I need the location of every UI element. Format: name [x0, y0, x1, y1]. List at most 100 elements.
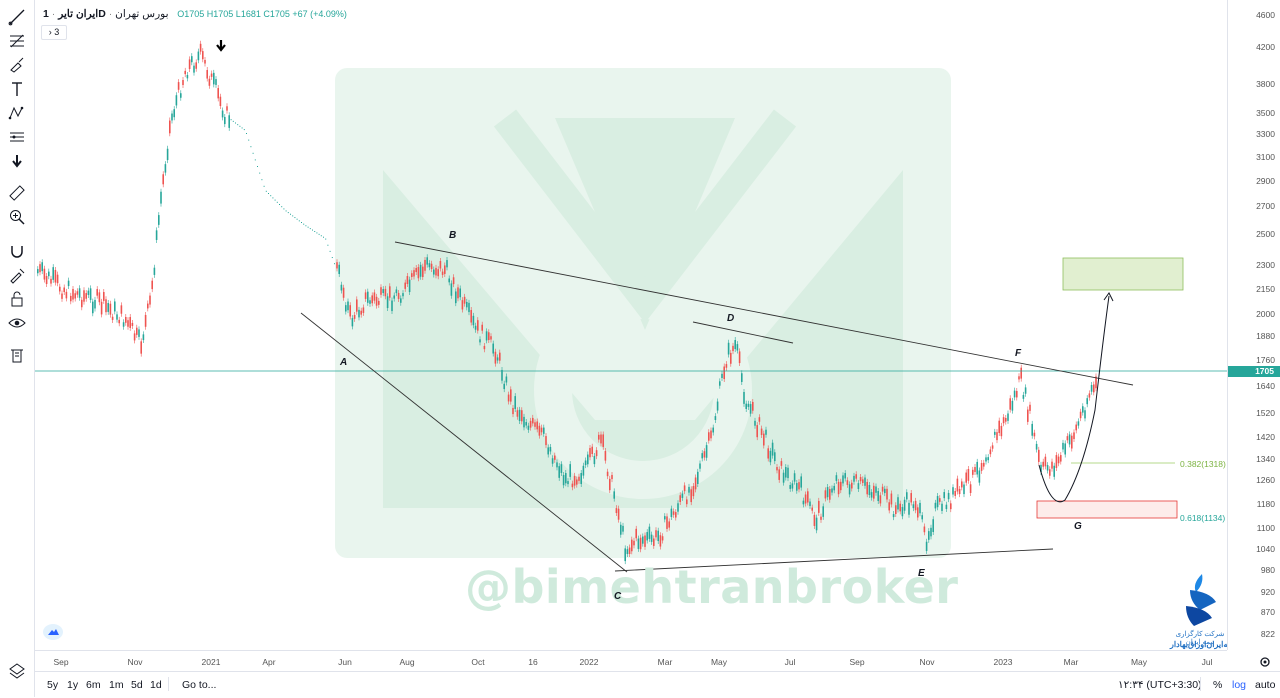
candle — [611, 474, 613, 480]
indicators-toggle[interactable]: › 3 — [41, 25, 67, 40]
trendline-d[interactable] — [692, 321, 794, 344]
candle — [45, 276, 48, 285]
range-1m-button[interactable]: 1m — [109, 679, 124, 691]
candle — [208, 78, 211, 86]
candle — [769, 450, 772, 463]
arrow-down-icon[interactable] — [5, 150, 29, 172]
settings-gear-icon[interactable] — [1258, 655, 1272, 669]
candle — [747, 403, 750, 407]
time-tick-label: Oct — [471, 657, 485, 667]
log-toggle[interactable]: log — [1232, 679, 1247, 691]
exchange-label: بورس تهران — [115, 8, 169, 20]
interval-label[interactable]: 1D — [43, 8, 106, 20]
candle — [510, 389, 512, 402]
candle — [677, 503, 679, 512]
trendline-a-c[interactable] — [300, 312, 628, 573]
candle — [532, 417, 534, 424]
layers-icon[interactable] — [5, 660, 29, 682]
candle — [408, 279, 411, 293]
candle — [479, 339, 481, 343]
candle — [947, 492, 950, 500]
candle — [474, 325, 477, 330]
candle — [787, 467, 789, 479]
candle — [551, 458, 554, 464]
candle — [411, 273, 413, 278]
candle — [228, 115, 230, 128]
trash-icon[interactable] — [5, 344, 29, 366]
symbol-name[interactable]: ایران تایر — [58, 8, 99, 20]
percent-toggle[interactable]: % — [1213, 679, 1223, 691]
candle — [360, 310, 362, 315]
trendline-b-f[interactable] — [394, 241, 1134, 386]
candle — [1007, 413, 1009, 421]
price-tick-label: 3800 — [1256, 79, 1275, 89]
candle — [67, 280, 70, 287]
clock-label[interactable]: ۱۲:۳۴ (UTC+3:30) — [1118, 679, 1202, 691]
fib-tool-icon[interactable] — [5, 30, 29, 52]
range-1d-button[interactable]: 1d — [150, 679, 162, 691]
price-chart[interactable] — [35, 0, 1227, 650]
candle — [204, 59, 206, 64]
candle — [109, 303, 112, 315]
ruler-icon[interactable] — [5, 182, 29, 204]
time-axis[interactable]: Sep Nov 2021 Apr Jun Aug Oct 16 2022 Mar May Jul Sep… — [35, 650, 1227, 671]
pattern-icon[interactable] — [5, 102, 29, 124]
lock-drawing-icon[interactable] — [5, 264, 29, 286]
candle — [914, 500, 917, 511]
chart-pane[interactable]: @bimehtranbroker A B C D E F G 0.382(131… — [35, 0, 1227, 650]
candle — [835, 475, 838, 481]
brush-icon[interactable] — [5, 54, 29, 76]
brand-logo — [1186, 574, 1216, 626]
candle — [1057, 456, 1060, 464]
eye-icon[interactable] — [5, 312, 29, 334]
candle — [945, 504, 948, 510]
candle — [296, 218, 298, 220]
lock-icon[interactable] — [5, 288, 29, 310]
candle — [155, 230, 158, 240]
range-5y-button[interactable]: 5y — [47, 679, 59, 691]
arrow-marker-icon[interactable] — [216, 40, 226, 52]
magnet-icon[interactable] — [5, 240, 29, 262]
candle — [967, 468, 970, 481]
candle — [488, 332, 490, 341]
candle — [1068, 434, 1071, 445]
candle — [406, 276, 409, 285]
candle — [441, 271, 444, 275]
candle — [309, 228, 311, 230]
target-zone[interactable] — [1062, 257, 1184, 291]
candle — [122, 322, 125, 327]
zoom-icon[interactable] — [5, 206, 29, 228]
trend-line-icon[interactable] — [5, 6, 29, 28]
goto-button[interactable]: Go to... — [182, 679, 217, 691]
text-icon[interactable] — [5, 78, 29, 100]
trendline-c-e[interactable] — [614, 548, 1054, 572]
candle — [591, 446, 593, 455]
candle — [584, 460, 587, 466]
candle — [492, 343, 494, 354]
range-6m-button[interactable]: 6m — [86, 679, 101, 691]
candle — [644, 535, 646, 547]
symbol-legend[interactable]: ایران تایر · 1D · بورس تهران O1705 H1705… — [43, 8, 347, 20]
candle — [798, 482, 800, 490]
candle — [433, 269, 435, 275]
support-zone[interactable] — [1036, 500, 1178, 519]
candle — [562, 475, 565, 486]
candle — [483, 345, 486, 350]
price-axis[interactable]: 4600 4200 3800 3500 3300 3100 2900 2700 2500 2300… — [1227, 0, 1280, 650]
range-5d-button[interactable]: 5d — [131, 679, 143, 691]
candle — [54, 269, 57, 283]
point-c-label: C — [614, 591, 622, 602]
candle — [371, 295, 373, 304]
candle — [279, 204, 280, 205]
candle — [793, 473, 796, 482]
cloud-icon[interactable] — [43, 624, 63, 640]
candle — [334, 263, 335, 265]
prediction-icon[interactable] — [5, 126, 29, 148]
projection-curve[interactable] — [1038, 295, 1110, 503]
range-1y-button[interactable]: 1y — [67, 679, 79, 691]
candle — [712, 427, 714, 433]
candle — [175, 95, 178, 106]
candle — [939, 498, 941, 502]
candle — [301, 222, 302, 223]
auto-toggle[interactable]: auto — [1255, 679, 1276, 691]
